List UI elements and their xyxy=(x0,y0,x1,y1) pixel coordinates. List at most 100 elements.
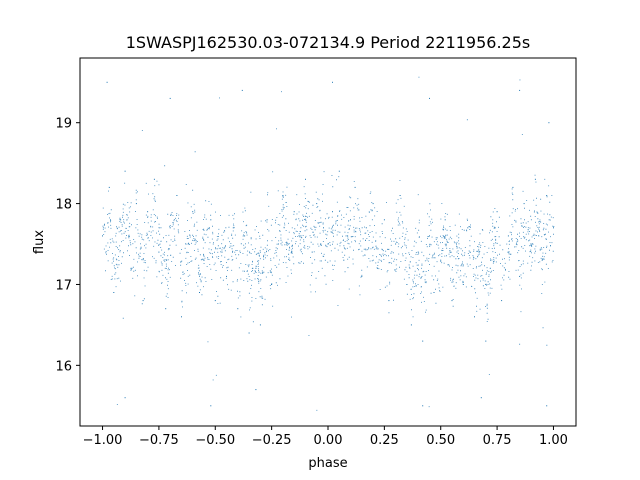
scatter-point xyxy=(361,275,363,277)
scatter-point xyxy=(512,186,514,188)
x-tick-label: −1.00 xyxy=(83,433,123,448)
y-tick-label: 17 xyxy=(55,278,72,293)
y-tick-label: 19 xyxy=(55,117,72,132)
scatter-point xyxy=(210,405,212,407)
scatter-point xyxy=(124,170,126,172)
scatter-point xyxy=(377,267,379,269)
scatter-point xyxy=(259,324,261,326)
y-tick-label: 18 xyxy=(55,198,72,213)
scatter-point xyxy=(474,316,475,318)
scatter-point xyxy=(489,267,491,269)
scatter-points xyxy=(102,76,555,411)
scatter-point xyxy=(221,251,223,253)
scatter-point xyxy=(327,243,329,245)
scatter-point xyxy=(433,292,435,293)
x-tick-label: 1.00 xyxy=(539,433,568,448)
scatter-point xyxy=(553,227,554,229)
scatter-point xyxy=(429,97,430,99)
scatter-point xyxy=(422,340,424,342)
x-tick-label: −0.75 xyxy=(139,433,179,448)
y-axis: 16 17 18 19 xyxy=(55,117,80,374)
scatter-point xyxy=(199,292,200,293)
scatter-point xyxy=(530,243,532,245)
scatter-point xyxy=(451,300,453,302)
scatter-point xyxy=(181,316,182,318)
scatter-point xyxy=(395,243,397,245)
scatter-point xyxy=(523,203,525,205)
x-axis-label: phase xyxy=(308,456,347,471)
scatter-point xyxy=(113,292,115,293)
scatter-point xyxy=(410,324,412,326)
scatter-point xyxy=(226,275,227,277)
scatter-point xyxy=(429,235,430,237)
scatter-point xyxy=(203,259,205,261)
scatter-point xyxy=(210,219,212,221)
scatter-point xyxy=(323,227,324,229)
scatter-point xyxy=(546,195,548,196)
scatter-point xyxy=(338,170,340,172)
x-axis: −1.00 −0.75 −0.50 −0.25 0.00 0.25 0.50 0.75 1.00 xyxy=(83,426,568,448)
scatter-point xyxy=(372,203,374,205)
x-tick-label: 0.00 xyxy=(314,433,343,448)
y-axis-label: flux xyxy=(32,230,47,254)
x-tick-label: 0.25 xyxy=(370,433,399,448)
x-tick-label: 0.50 xyxy=(426,433,455,448)
scatter-point xyxy=(158,251,160,253)
scatter-point xyxy=(417,251,419,253)
scatter-point xyxy=(176,195,178,196)
scatter-point xyxy=(293,211,295,213)
scatter-point xyxy=(496,211,498,213)
scatter-point xyxy=(187,243,189,245)
scatter-point xyxy=(277,243,279,245)
scatter-point xyxy=(444,219,446,221)
scatter-point xyxy=(142,300,144,302)
scatter-point xyxy=(332,211,333,213)
scatter-point xyxy=(519,89,521,91)
scatter-point xyxy=(165,308,167,310)
scatter-point xyxy=(546,405,548,407)
scatter-point xyxy=(255,389,257,391)
scatter-point xyxy=(501,300,503,302)
scatter-point xyxy=(237,308,239,310)
scatter-point xyxy=(365,227,367,229)
scatter-point xyxy=(519,275,521,277)
scatter-point xyxy=(300,235,302,237)
scatter-point xyxy=(548,122,550,124)
scatter-point xyxy=(153,178,155,180)
scatter-point xyxy=(108,186,110,188)
scatter-point xyxy=(232,227,234,229)
x-tick-label: −0.25 xyxy=(252,433,292,448)
scatter-point xyxy=(507,235,509,237)
scatter-point xyxy=(456,243,457,245)
scatter-point xyxy=(244,235,246,237)
chart-title: 1SWASPJ162530.03-072134.9 Period 2211956… xyxy=(126,33,531,52)
scatter-point xyxy=(241,89,243,91)
scatter-point xyxy=(106,81,108,83)
scatter-point xyxy=(266,219,268,221)
scatter-point xyxy=(120,219,122,221)
scatter-point xyxy=(311,251,313,253)
scatter-point xyxy=(316,203,318,205)
scatter-point xyxy=(383,219,385,221)
scatter-point xyxy=(124,397,126,399)
scatter-point xyxy=(350,219,351,221)
scatter-point xyxy=(271,284,273,285)
scatter-point xyxy=(135,203,137,205)
scatter-point xyxy=(192,211,194,213)
scatter-point xyxy=(478,251,480,253)
scatter-point xyxy=(467,227,469,229)
scatter-point xyxy=(388,300,390,302)
scatter-point xyxy=(147,211,149,213)
scatter-point xyxy=(305,178,306,180)
scatter-point xyxy=(169,227,171,229)
scatter-point xyxy=(541,259,543,261)
scatter-point xyxy=(399,195,401,196)
scatter-point xyxy=(406,284,408,285)
scatter-point xyxy=(485,340,487,342)
scatter-point xyxy=(255,267,257,269)
scatter-point xyxy=(102,235,103,237)
scatter-point xyxy=(480,397,482,399)
